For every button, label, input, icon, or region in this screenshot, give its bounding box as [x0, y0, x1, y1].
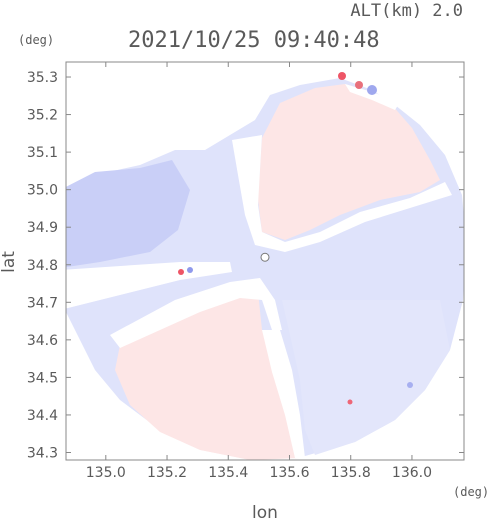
receding-southwest [115, 292, 300, 460]
y-tick-label: 34.4 [27, 408, 58, 424]
velocity-field [66, 72, 464, 460]
receding-northeast [258, 84, 440, 240]
y-tick-label: 34.5 [27, 370, 58, 386]
no-echo-north [232, 135, 452, 252]
approaching-southeast [282, 300, 450, 455]
strong-receding-cell [338, 72, 346, 80]
axis-ticks: 135.0 135.2 135.4 135.6 135.8 136.0 34.3 34.4 34… [27, 62, 464, 481]
x-tick-label: 135.0 [86, 465, 126, 481]
no-echo-southwest [110, 278, 282, 348]
strong-receding-cell [178, 269, 184, 275]
strong-receding-cell [347, 399, 353, 405]
x-unit-label: (deg) [453, 485, 489, 499]
x-tick-label: 136.0 [392, 465, 432, 481]
x-tick-label: 135.2 [147, 465, 187, 481]
no-echo-south [262, 330, 305, 458]
y-tick-label: 34.6 [27, 333, 58, 349]
timestamp-title: 2021/10/25 09:40:48 [128, 28, 380, 53]
y-axis-label: lat [0, 251, 19, 273]
x-tick-label: 135.8 [331, 465, 371, 481]
y-tick-label: 35.1 [27, 145, 58, 161]
y-tick-label: 34.8 [27, 258, 58, 274]
y-tick-label: 35.0 [27, 183, 58, 199]
strong-approaching-cell [187, 267, 193, 273]
radar-site-marker [260, 252, 270, 262]
y-unit-label: (deg) [18, 33, 54, 47]
no-echo-northeast-edge [345, 84, 400, 110]
altitude-label: ALT(km) 2.0 [350, 1, 463, 21]
y-tick-label: 34.7 [27, 295, 58, 311]
strong-approaching-cell [407, 382, 413, 388]
no-echo-west [66, 262, 232, 309]
x-tick-label: 135.6 [269, 465, 309, 481]
y-tick-label: 35.2 [27, 108, 58, 124]
approaching-core-west [66, 160, 190, 268]
y-tick-label: 34.3 [27, 445, 58, 461]
strong-approaching-cell [367, 85, 377, 95]
y-tick-label: 35.3 [27, 70, 58, 86]
y-tick-label: 34.9 [27, 220, 58, 236]
plot-frame [65, 61, 465, 461]
strong-receding-cell [355, 81, 363, 89]
x-tick-label: 135.4 [208, 465, 248, 481]
x-axis-label: lon [252, 503, 278, 521]
